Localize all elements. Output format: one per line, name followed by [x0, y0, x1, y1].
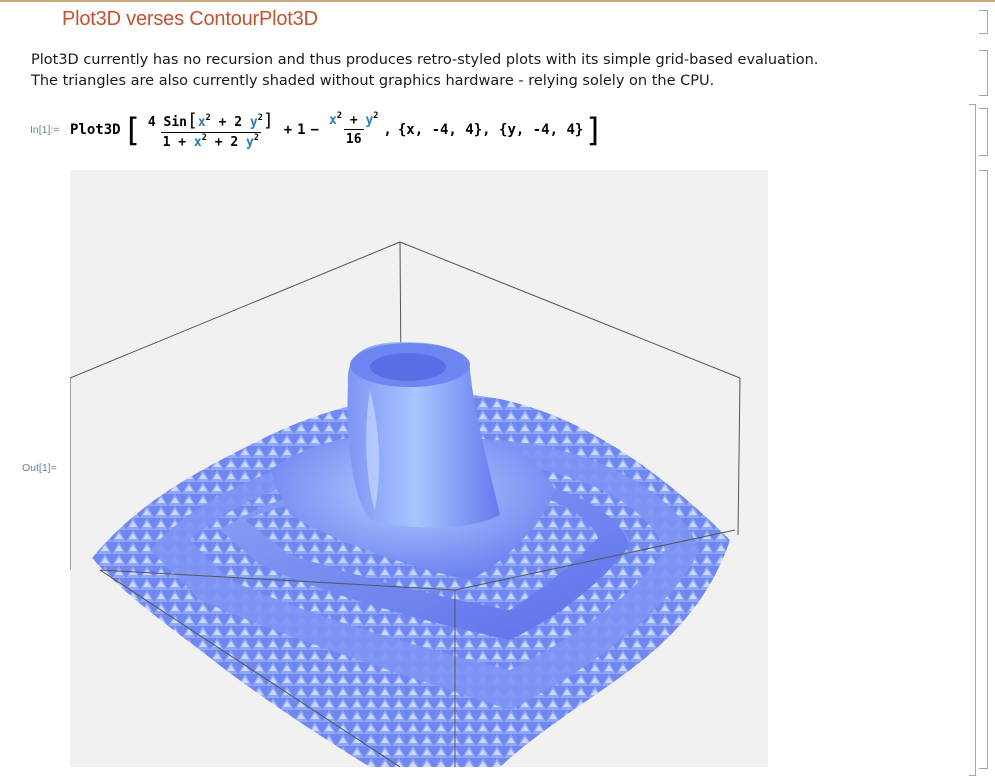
plot3d-graphic[interactable]: [70, 170, 768, 767]
plus-sign: +: [283, 122, 293, 138]
argument-comma: ,: [383, 122, 392, 138]
fraction-quadratic-denominator: 16: [343, 129, 364, 147]
range-separator: ,: [482, 122, 500, 138]
output-label: Out[1]=: [22, 462, 57, 474]
cell-bracket-title[interactable]: [979, 10, 988, 34]
cell-bracket-text[interactable]: [979, 50, 988, 96]
description-line-1: Plot3D currently has no recursion and th…: [31, 52, 819, 68]
fraction-sin-denominator: 1 + x2 + 2 y2: [160, 132, 261, 150]
top-rule: [0, 0, 995, 2]
cell-bracket-output[interactable]: [979, 170, 988, 769]
surface-peak: [347, 342, 500, 528]
description-text: Plot3D currently has no recursion and th…: [31, 50, 818, 92]
range-y: {y, -4, 4}: [499, 122, 584, 138]
fraction-quadratic-numerator: x2 + y2: [329, 111, 379, 128]
fraction-quadratic: x2 + y2 16: [327, 111, 380, 147]
plot3d-surface-render: [70, 241, 741, 767]
constant-one: 1: [297, 122, 306, 138]
surface-peak-highlight: [366, 390, 380, 510]
close-bracket: ]: [584, 111, 604, 149]
open-bracket: [: [122, 111, 142, 149]
section-title: Plot3D verses ContourPlot3D: [62, 8, 318, 30]
range-x: {x, -4, 4}: [397, 122, 483, 138]
fraction-sin: 4 Sin[x2 + 2 y2] 1 + x2 + 2 y2: [146, 110, 276, 150]
cell-bracket-group[interactable]: [969, 104, 976, 776]
bounding-box-front: [70, 377, 741, 767]
surface-peak-hollow: [370, 353, 446, 381]
input-expression[interactable]: Plot3D [ 4 Sin[x2 + 2 y2] 1 + x2 + 2 y2 …: [70, 108, 605, 152]
function-name: Plot3D: [70, 122, 121, 138]
input-label: In[1]:=: [30, 124, 60, 136]
cell-bracket-input[interactable]: [979, 108, 988, 156]
fraction-sin-numerator: 4 Sin[x2 + 2 y2]: [147, 110, 274, 131]
description-line-2: The triangles are also currently shaded …: [31, 73, 715, 89]
minus-sign: −: [310, 122, 320, 138]
